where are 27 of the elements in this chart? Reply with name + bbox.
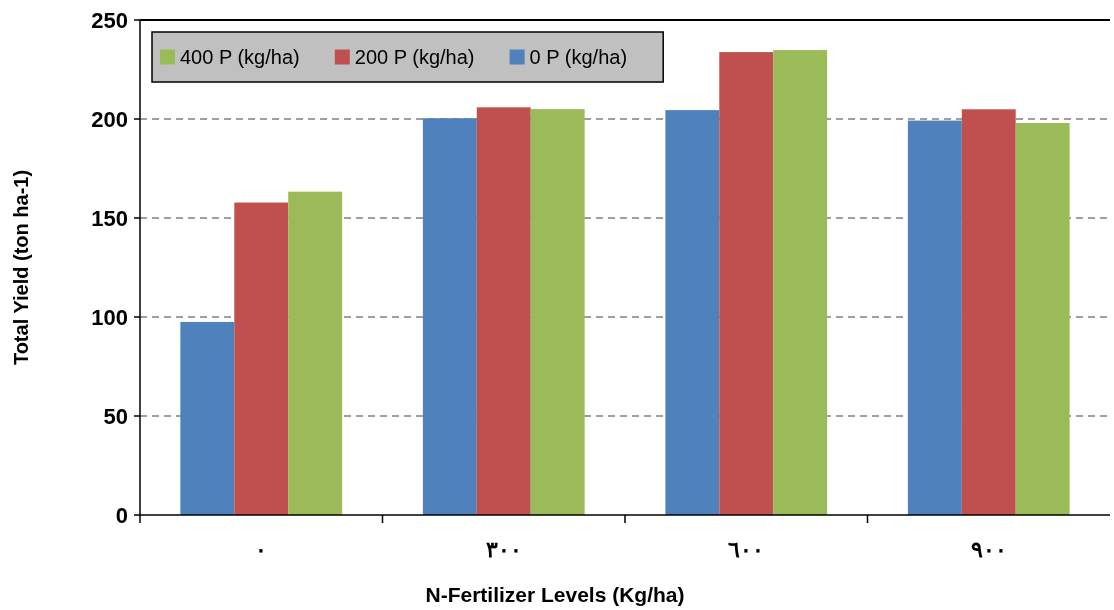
y-tick-label: 250: [91, 7, 128, 33]
bar: [1015, 122, 1070, 515]
bar: [476, 107, 531, 515]
legend-label: 400 P (kg/ha): [180, 46, 300, 68]
y-tick-label: 150: [91, 205, 128, 231]
x-tick-label: ٣٠٠: [485, 537, 522, 562]
x-axis-title: N-Fertilizer Levels (Kg/ha): [425, 583, 685, 606]
bar: [961, 109, 1016, 515]
bar: [422, 118, 477, 515]
bar: [907, 120, 962, 515]
y-tick-label: 0: [115, 502, 128, 528]
x-tick-label: ٠: [255, 537, 268, 562]
bar: [180, 321, 235, 515]
x-tick-label: ٩٠٠: [970, 537, 1007, 562]
bar: [773, 50, 828, 515]
legend-label: 200 P (kg/ha): [354, 46, 475, 68]
y-tick-label: 50: [103, 403, 128, 429]
y-axis-title: Total Yield (ton ha-1): [10, 169, 32, 366]
bar: [530, 109, 585, 515]
bar: [234, 202, 289, 515]
legend-label: 0 P (kg/ha): [529, 46, 628, 68]
bar: [288, 191, 343, 515]
x-tick-label: ٦٠٠: [728, 537, 765, 562]
bar: [719, 52, 774, 515]
bar: [665, 110, 720, 515]
y-tick-label: 200: [91, 106, 128, 132]
y-tick-label: 100: [91, 304, 128, 330]
